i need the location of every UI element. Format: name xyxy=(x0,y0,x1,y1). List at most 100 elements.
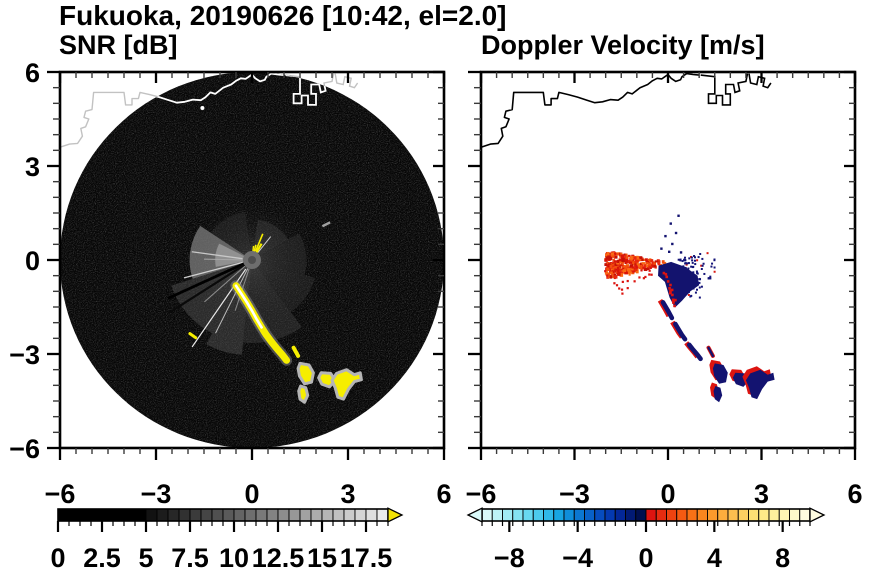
coastline-gray-pier xyxy=(334,73,359,89)
coastline-black-pier xyxy=(700,73,749,106)
wedge-pixel xyxy=(619,269,622,273)
wedge-pixel xyxy=(641,262,646,265)
colorbar-cell xyxy=(156,508,169,522)
cluster-fringe-dot xyxy=(672,301,675,304)
spray-dot xyxy=(686,262,689,265)
west-red-dot xyxy=(632,270,635,273)
wedge-pixel xyxy=(647,258,651,262)
wedge-pixel xyxy=(620,271,624,275)
clutter-ray xyxy=(191,268,247,348)
wedge-pixel xyxy=(611,275,615,278)
colorbar-cell xyxy=(365,508,378,522)
colorbar-cell xyxy=(778,508,790,522)
snr-panel: −6−6 −3 −3 0 0 3 3 6 6 xyxy=(9,58,451,509)
colorbar-cell xyxy=(594,508,606,522)
wedge-pixel xyxy=(613,260,618,263)
wedge-pixel xyxy=(613,252,617,256)
echo-blob xyxy=(317,371,337,389)
spray-dot xyxy=(711,262,714,265)
west-red-dot xyxy=(614,268,617,271)
wedge-pixel xyxy=(656,259,660,262)
spray-dot xyxy=(691,261,694,264)
colorbar-cell xyxy=(707,508,719,522)
spray-dot xyxy=(683,258,686,261)
y-tick-label: −3 xyxy=(9,340,40,370)
spray-dot xyxy=(696,272,699,275)
wedge-pixel xyxy=(648,262,652,267)
wedge-pixel xyxy=(609,254,613,258)
west-red-dot xyxy=(642,277,645,280)
wedge-pixel xyxy=(625,255,629,259)
wedge-pixel xyxy=(633,264,637,268)
spray-dot xyxy=(702,262,705,265)
wedge-pixel xyxy=(620,268,624,272)
spray-dot xyxy=(701,257,704,260)
colorbar-cell xyxy=(604,508,616,522)
wedge-pixel xyxy=(616,272,621,276)
wedge-pixel xyxy=(654,260,658,263)
wedge-pixel xyxy=(646,267,650,271)
y-tick-label: 6 xyxy=(25,58,40,88)
coastline-white-pier xyxy=(334,73,359,89)
west-red-dot xyxy=(606,274,609,277)
wedge-pixel xyxy=(635,258,640,262)
wedge-pixel xyxy=(639,266,642,270)
west-red-dot xyxy=(613,282,616,285)
clutter-wedge xyxy=(252,260,316,312)
west-red-dot xyxy=(626,287,629,290)
wedge-pixel xyxy=(607,252,612,256)
wedge-pixel xyxy=(619,273,624,277)
colorbar-cell xyxy=(255,508,268,522)
velocity-colorbar: −8 −4 0 4 8 xyxy=(466,507,826,570)
wedge-pixel xyxy=(629,271,633,274)
clutter-ray xyxy=(167,261,247,300)
colorbar-cell xyxy=(134,508,147,522)
spray-dot xyxy=(694,263,697,266)
spray-dot xyxy=(713,266,716,269)
snake-navy xyxy=(660,299,705,363)
wedge-pixel xyxy=(630,256,634,260)
clutter-ray xyxy=(204,265,246,303)
cluster-fringe-dot xyxy=(666,280,670,283)
wedge-pixel xyxy=(616,262,620,265)
blob-navy xyxy=(713,386,723,403)
wedge-pixel xyxy=(640,258,644,262)
wedge-pixel xyxy=(612,258,615,262)
colorbar-label: 15 xyxy=(307,543,337,570)
white-dot xyxy=(200,106,205,111)
top-dot xyxy=(674,231,678,235)
spray-dot xyxy=(689,295,692,298)
plot-frame xyxy=(479,70,857,450)
x-tick-label: 6 xyxy=(436,479,451,509)
colorbar-label: 17.5 xyxy=(340,543,393,570)
yellow-streak xyxy=(254,233,264,252)
clutter-ray xyxy=(191,251,243,260)
wedge-pixel xyxy=(640,264,643,269)
vel-dash-navy xyxy=(707,346,715,358)
colorbar-cell xyxy=(696,508,708,522)
x-tick-label: −3 xyxy=(141,479,172,509)
colorbar-cell xyxy=(343,508,356,522)
wedge-pixel xyxy=(607,273,611,276)
wedge-pixel xyxy=(621,262,624,266)
colorbar-cell xyxy=(737,508,749,522)
west-red-dot xyxy=(633,280,636,283)
top-dot xyxy=(664,234,667,238)
spray-dot xyxy=(691,266,694,269)
wedge-pixel xyxy=(650,264,655,268)
clutter-ray xyxy=(183,261,245,279)
x-tick-label: 3 xyxy=(340,479,355,509)
x-tick-label: −6 xyxy=(45,479,76,509)
spray-dot xyxy=(709,277,712,280)
spray-dot xyxy=(693,255,696,258)
top-dot xyxy=(668,250,671,253)
colorbar-cell xyxy=(543,508,555,522)
spray-dot xyxy=(692,271,695,274)
colorbar-arrow-left xyxy=(466,507,483,523)
wedge-pixel xyxy=(624,271,628,275)
spray-dot xyxy=(697,256,700,259)
wedge-pixel xyxy=(609,275,613,279)
wedge-pixel xyxy=(631,261,635,265)
colorbar-cell xyxy=(145,508,158,522)
top-dot xyxy=(660,247,663,250)
